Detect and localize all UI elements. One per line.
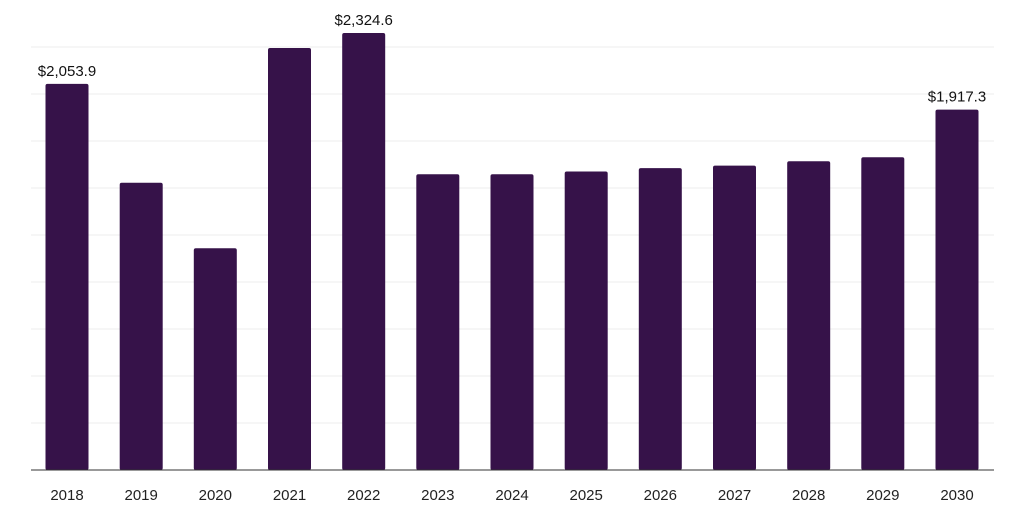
data-labels: $2,053.9 $2,324.6 $1,917.3 (38, 12, 986, 106)
bar-2030[interactable] (935, 109, 979, 470)
bar-2023[interactable] (416, 174, 460, 471)
x-tick-label-2029: 2029 (866, 487, 899, 504)
x-tick-label-2030: 2030 (940, 487, 973, 504)
x-tick-label-2022: 2022 (347, 487, 380, 504)
x-tick-label-2024: 2024 (495, 487, 528, 504)
bar-2027[interactable] (713, 165, 756, 470)
data-label-2030: $1,917.3 (928, 89, 986, 106)
bar-2021[interactable] (268, 48, 311, 470)
x-tick-label-2028: 2028 (792, 487, 825, 504)
x-tick-label-2018: 2018 (50, 487, 83, 504)
x-tick-label-2019: 2019 (125, 487, 158, 504)
x-tick-label-2020: 2020 (199, 487, 232, 504)
x-tick-label-2023: 2023 (421, 487, 454, 504)
x-axis-ticks: 2018 2019 2020 2021 2022 2023 2024 2025 2026 2027… (50, 487, 973, 504)
data-label-2022: $2,324.6 (335, 12, 393, 29)
bar-2024[interactable] (490, 174, 534, 471)
x-tick-label-2025: 2025 (570, 487, 603, 504)
x-tick-label-2027: 2027 (718, 487, 751, 504)
bar-2026[interactable] (638, 168, 682, 470)
bar-2018[interactable] (45, 83, 89, 471)
x-tick-label-2026: 2026 (644, 487, 677, 504)
bars (45, 33, 979, 471)
x-tick-label-2021: 2021 (273, 487, 306, 504)
bar-2029[interactable] (861, 157, 905, 470)
bar-2025[interactable] (564, 171, 608, 471)
bar-2019[interactable] (119, 182, 163, 471)
bar-2028[interactable] (787, 161, 831, 471)
bar-2022[interactable] (342, 33, 386, 470)
bar-2020[interactable] (193, 248, 237, 470)
data-label-2018: $2,053.9 (38, 63, 96, 80)
